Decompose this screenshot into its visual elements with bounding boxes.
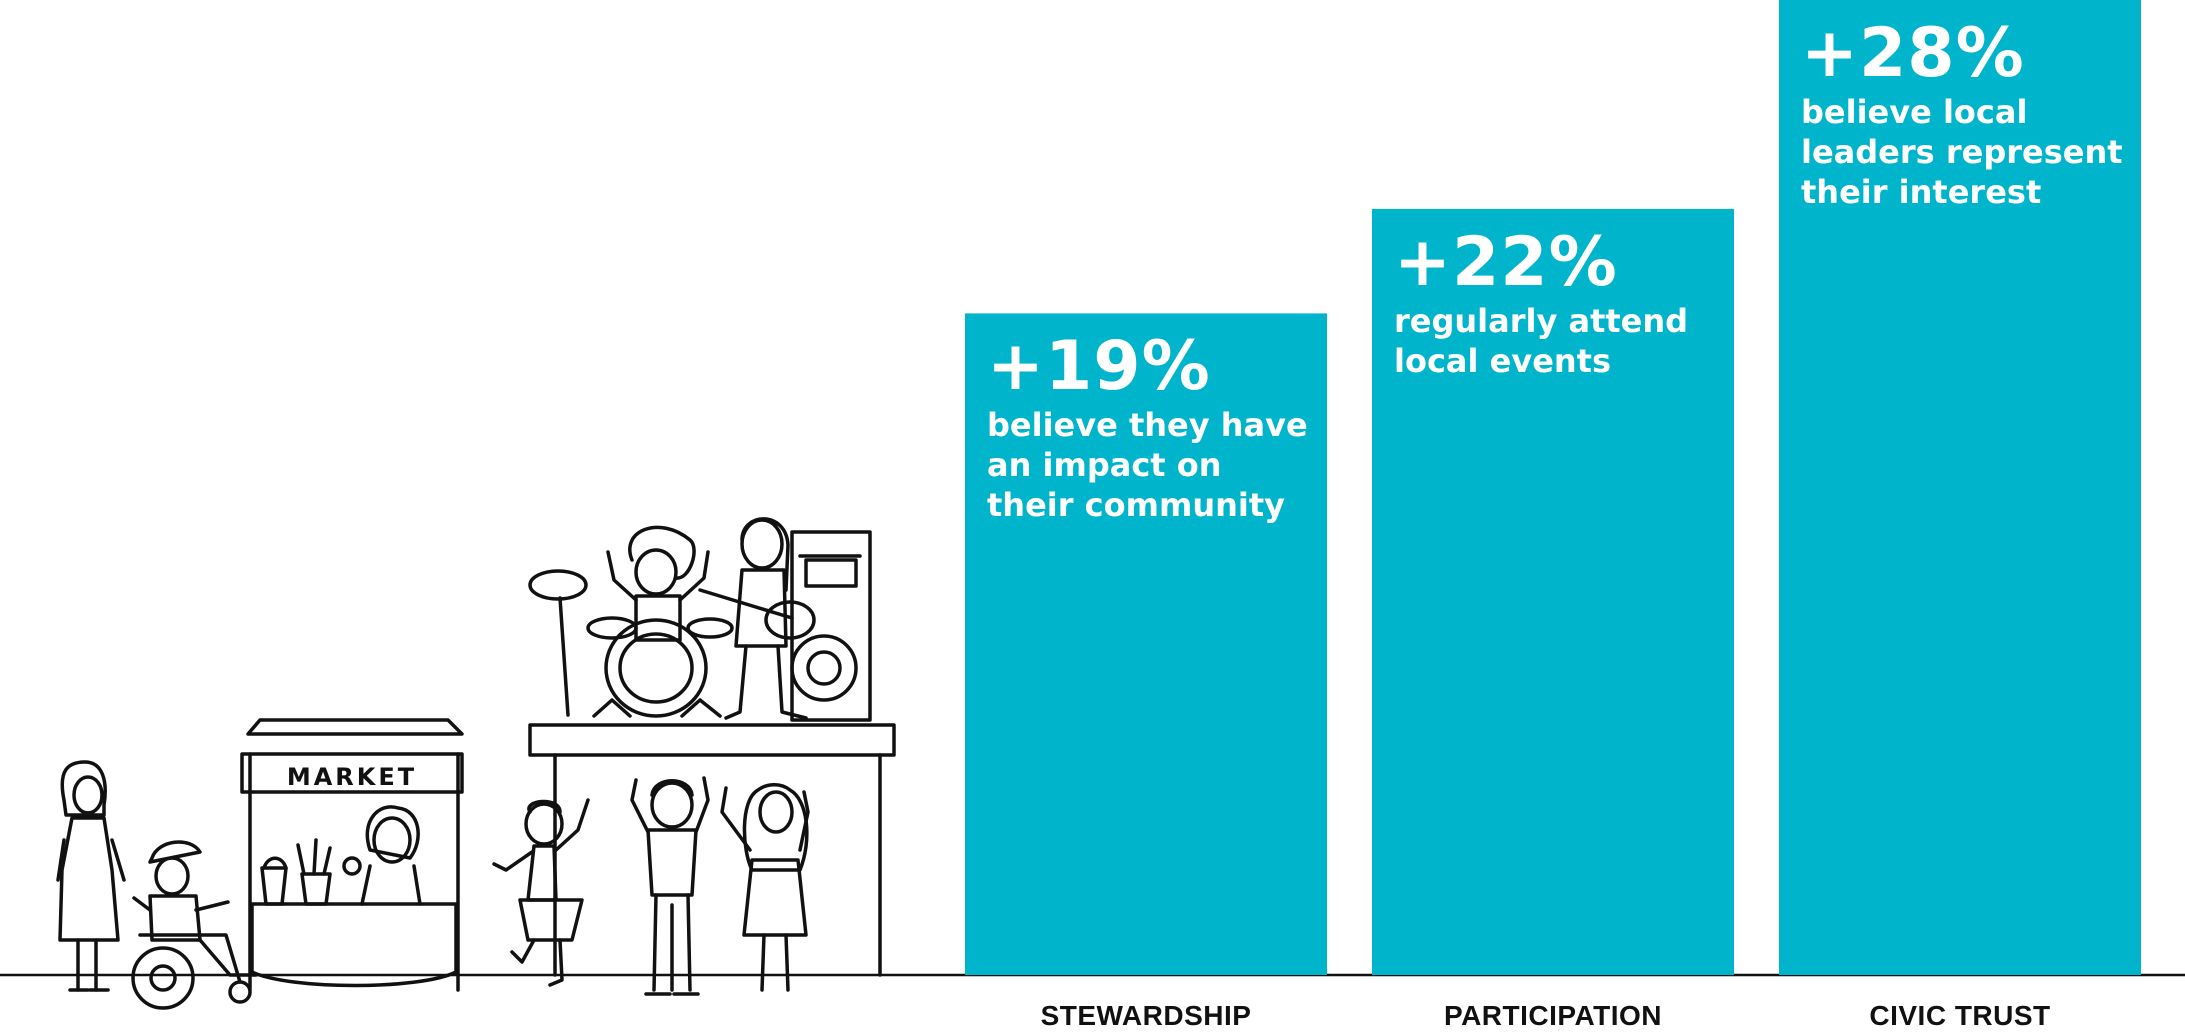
bar-description: believe they have an impact on their com… [987,406,1308,525]
category-tick-label: STEWARDSHIP [1040,1000,1252,1031]
bar-annotation: +28% believe local leaders represent thei… [1801,16,2123,212]
category-tick-label: CIVIC TRUST [1869,1000,2051,1031]
woman-standing-figure [56,760,126,992]
bar-value-label: +19% [987,327,1211,407]
guitarist-figure [698,517,872,722]
bar-civic-trust [1779,0,2141,975]
child-wheelchair-figure [131,840,258,1010]
bar-stewardship [965,313,1327,976]
bar-description: believe local leaders represent their in… [1801,93,2123,211]
bar-description: regularly attend local events [1394,301,1689,380]
market-stall [240,718,464,992]
music-stage [528,723,896,977]
bar-value-label: +22% [1394,222,1618,302]
market-sign-text: MARKET [287,763,417,791]
cheering-man-figure [630,776,710,996]
bar-value-label: +28% [1801,14,2025,93]
bar-annotation: +22% regularly attend local events [1394,222,1689,381]
drummer-figure [528,525,734,718]
bar-participation [1372,208,1734,975]
cheering-woman-figure [720,783,810,992]
bar-annotation: +19% believe they have an impact on their… [987,329,1308,525]
category-tick-label: PARTICIPATION [1443,1000,1663,1031]
